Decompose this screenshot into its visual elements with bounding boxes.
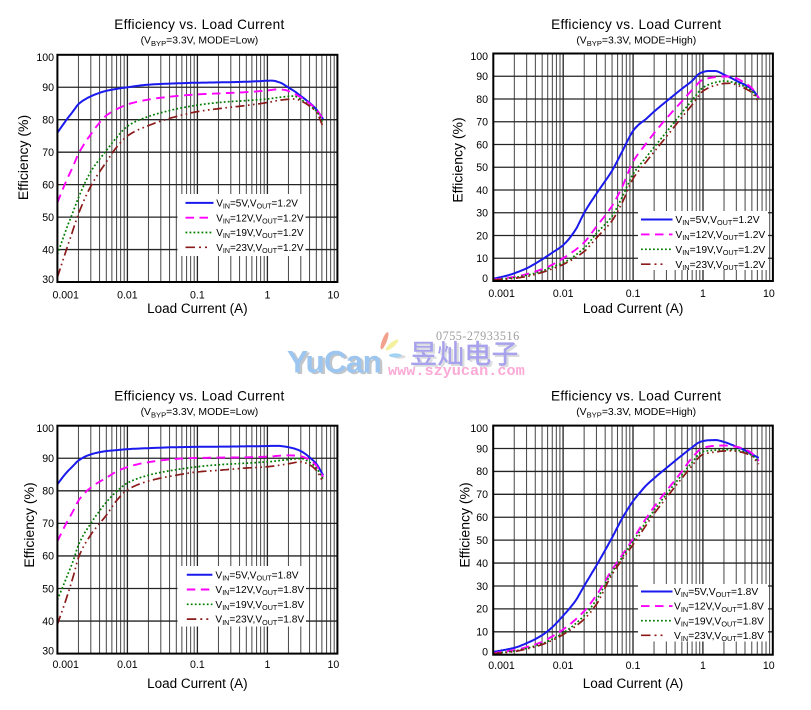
svg-text:90: 90 [42,82,54,94]
svg-text:0.001: 0.001 [52,289,79,301]
svg-text:60: 60 [476,139,488,151]
svg-text:VIN=19V,VOUT=1.8V: VIN=19V,VOUT=1.8V [215,600,304,612]
svg-text:0.1: 0.1 [190,659,205,671]
svg-text:VIN=12V,VOUT=1.2V: VIN=12V,VOUT=1.2V [675,230,765,242]
svg-text:VIN=23V,VOUT=1.2V: VIN=23V,VOUT=1.2V [675,260,765,272]
svg-text:VIN=19V,VOUT=1.8V: VIN=19V,VOUT=1.8V [674,616,764,628]
svg-text:0.001: 0.001 [52,659,79,671]
svg-text:80: 80 [476,94,488,106]
svg-text:Efficiency vs. Load Current: Efficiency vs. Load Current [551,389,721,404]
svg-text:0.1: 0.1 [626,660,641,672]
svg-text:VIN=5V,VOUT=1.8V: VIN=5V,VOUT=1.8V [674,587,758,599]
svg-text:(VBYP=3.3V, MODE=Low): (VBYP=3.3V, MODE=Low) [141,407,259,420]
svg-text:30: 30 [42,274,54,286]
svg-text:0.01: 0.01 [553,288,574,300]
svg-text:Load Current (A): Load Current (A) [147,676,248,691]
svg-text:80: 80 [476,466,488,478]
svg-text:70: 70 [42,518,54,530]
svg-text:VIN=12V,VOUT=1.8V: VIN=12V,VOUT=1.8V [674,602,764,614]
svg-text:30: 30 [476,208,488,220]
svg-text:1: 1 [700,288,706,300]
svg-text:(VBYP=3.3V, MODE=High): (VBYP=3.3V, MODE=High) [576,36,696,49]
svg-text:70: 70 [476,117,488,129]
svg-text:VIN=12V,VOUT=1.8V: VIN=12V,VOUT=1.8V [215,585,304,597]
svg-text:Efficiency (%): Efficiency (%) [21,482,37,567]
svg-text:0.01: 0.01 [117,659,138,671]
svg-text:VIN=5V,VOUT=1.2V: VIN=5V,VOUT=1.2V [675,215,759,227]
svg-text:VIN=12V,VOUT=1.2V: VIN=12V,VOUT=1.2V [216,213,304,225]
svg-text:Efficiency (%): Efficiency (%) [15,115,31,200]
svg-text:90: 90 [476,71,488,83]
svg-text:10: 10 [328,289,340,301]
svg-text:80: 80 [42,486,54,498]
svg-text:Load Current (A): Load Current (A) [583,301,684,316]
svg-text:70: 70 [42,147,54,159]
svg-text:Efficiency vs. Load Current: Efficiency vs. Load Current [114,17,284,32]
svg-text:Load Current (A): Load Current (A) [583,676,684,691]
svg-text:20: 20 [476,604,488,616]
svg-text:1: 1 [264,659,270,671]
svg-text:60: 60 [42,551,54,563]
svg-text:VIN=5V,VOUT=1.8V: VIN=5V,VOUT=1.8V [215,570,298,582]
svg-text:www.szyucan.com: www.szyucan.com [388,362,525,380]
svg-text:0755-27933516: 0755-27933516 [436,329,520,343]
svg-text:10: 10 [476,253,488,265]
svg-text:Efficiency vs. Load Current: Efficiency vs. Load Current [114,389,284,404]
svg-text:60: 60 [476,512,488,524]
svg-text:50: 50 [476,162,488,174]
svg-text:40: 40 [42,244,54,256]
svg-text:10: 10 [328,659,340,671]
svg-text:(VBYP=3.3V, MODE=Low): (VBYP=3.3V, MODE=Low) [141,36,259,49]
svg-text:0.1: 0.1 [626,288,641,300]
svg-text:0.01: 0.01 [117,289,138,301]
svg-text:50: 50 [42,583,54,595]
svg-text:Efficiency (%): Efficiency (%) [450,117,466,202]
svg-text:90: 90 [476,443,488,455]
svg-text:30: 30 [476,581,488,593]
svg-text:20: 20 [476,230,488,242]
svg-text:YuCan: YuCan [287,344,381,380]
svg-text:VIN=5V,VOUT=1.2V: VIN=5V,VOUT=1.2V [216,199,298,211]
svg-text:50: 50 [476,535,488,547]
svg-text:1: 1 [700,660,706,672]
svg-text:Efficiency vs. Load Current: Efficiency vs. Load Current [551,17,721,32]
svg-text:100: 100 [36,423,54,435]
svg-text:40: 40 [476,185,488,197]
svg-text:0.001: 0.001 [488,288,515,300]
svg-text:10: 10 [763,288,775,300]
svg-text:40: 40 [42,616,54,628]
svg-text:80: 80 [42,115,54,127]
svg-text:YuCan: YuCan [289,345,383,381]
svg-text:(VBYP=3.3V, MODE=High): (VBYP=3.3V, MODE=High) [576,407,696,420]
svg-text:10: 10 [476,627,488,639]
svg-text:0: 0 [482,273,488,285]
svg-text:60: 60 [42,179,54,191]
svg-text:VIN=23V,VOUT=1.2V: VIN=23V,VOUT=1.2V [216,243,304,255]
svg-text:0.1: 0.1 [190,289,205,301]
svg-text:100: 100 [36,52,54,64]
svg-text:100: 100 [470,423,488,435]
svg-text:0.01: 0.01 [553,660,574,672]
svg-text:VIN=23V,VOUT=1.8V: VIN=23V,VOUT=1.8V [674,631,764,643]
svg-text:1: 1 [264,289,270,301]
svg-text:Load Current (A): Load Current (A) [147,301,248,316]
svg-text:100: 100 [470,51,488,63]
svg-text:VIN=19V,VOUT=1.2V: VIN=19V,VOUT=1.2V [216,228,304,240]
svg-text:VIN=23V,VOUT=1.8V: VIN=23V,VOUT=1.8V [215,615,304,627]
svg-text:40: 40 [476,558,488,570]
svg-text:70: 70 [476,489,488,501]
svg-text:50: 50 [42,212,54,224]
svg-text:30: 30 [42,646,54,658]
svg-text:VIN=19V,VOUT=1.2V: VIN=19V,VOUT=1.2V [675,245,765,257]
svg-text:90: 90 [42,453,54,465]
svg-text:0: 0 [482,647,488,659]
svg-text:Efficiency (%): Efficiency (%) [456,482,472,567]
svg-text:0.001: 0.001 [488,660,515,672]
svg-text:10: 10 [763,660,775,672]
